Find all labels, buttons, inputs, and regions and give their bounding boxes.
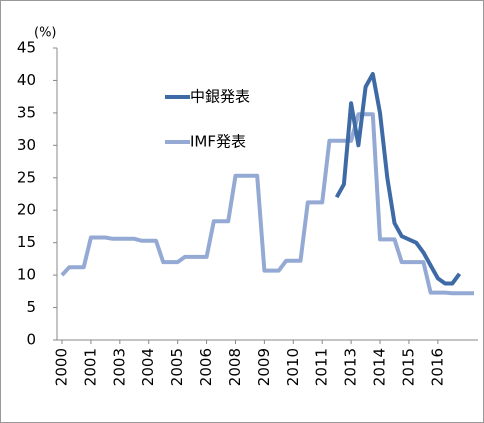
y-tick-label: 40: [17, 71, 36, 89]
series-line: [60, 112, 474, 296]
x-tick-label: 2014: [371, 348, 389, 386]
y-tick-label: 25: [17, 168, 36, 186]
x-tick-label: 2000: [53, 348, 71, 386]
x-tick-label: 2016: [428, 348, 446, 386]
unit-label: (%): [34, 26, 57, 41]
y-tick-label: 5: [26, 298, 36, 316]
x-tick-label: 2009: [255, 348, 273, 386]
y-tick-label: 30: [17, 136, 36, 154]
y-tick-label: 20: [17, 201, 36, 219]
series-line: [334, 72, 462, 286]
x-tick-label: 2015: [399, 348, 417, 386]
x-tick-label: 2001: [81, 348, 99, 386]
x-tick-label: 2005: [168, 348, 186, 386]
legend-label: IMF発表: [190, 133, 246, 151]
y-tick-label: 45: [17, 39, 36, 57]
x-tick-label: 2003: [110, 348, 128, 386]
x-tick-label: 2004: [139, 348, 157, 386]
y-tick-label: 10: [17, 266, 36, 284]
x-tick-label: 2013: [342, 348, 360, 386]
x-tick-label: 2011: [313, 348, 331, 386]
y-tick-label: 35: [17, 103, 36, 121]
x-tick-label: 2008: [226, 348, 244, 386]
y-tick-label: 15: [17, 233, 36, 251]
legend-label: 中銀発表: [190, 88, 250, 106]
x-tick-label: 2010: [284, 348, 302, 386]
y-tick-label: 0: [26, 331, 36, 349]
x-tick-label: 2006: [197, 348, 215, 386]
